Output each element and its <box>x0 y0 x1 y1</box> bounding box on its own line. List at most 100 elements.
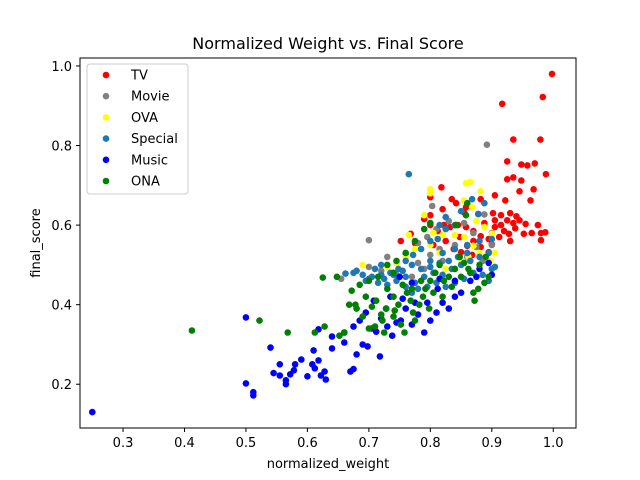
data-point <box>506 237 514 245</box>
data-point <box>503 176 511 183</box>
data-point <box>359 261 367 269</box>
data-point <box>470 289 477 297</box>
data-point <box>319 274 327 281</box>
data-point <box>456 253 464 261</box>
x-tick-label: 0.9 <box>481 436 502 451</box>
data-point <box>427 317 434 324</box>
data-point <box>242 314 250 321</box>
data-point <box>442 283 450 291</box>
data-point <box>530 186 537 193</box>
data-point <box>411 317 419 324</box>
data-point <box>442 213 450 221</box>
legend-marker <box>102 114 110 121</box>
data-point <box>436 221 443 229</box>
data-point <box>353 305 360 312</box>
data-point <box>376 353 384 360</box>
data-point <box>445 273 453 281</box>
data-point <box>368 303 376 311</box>
y-tick-label: 0.2 <box>51 378 72 393</box>
data-point <box>405 231 413 239</box>
data-point <box>396 273 403 281</box>
data-point <box>451 231 459 239</box>
plot-frame <box>79 57 577 429</box>
data-point <box>384 323 391 330</box>
data-point <box>468 195 476 203</box>
data-point <box>498 100 506 108</box>
data-point <box>391 307 399 314</box>
data-point <box>445 257 453 265</box>
data-point <box>451 277 459 285</box>
data-point <box>497 221 505 229</box>
data-point <box>321 368 328 375</box>
data-point <box>475 210 482 218</box>
data-point <box>402 305 410 312</box>
data-point <box>488 230 496 238</box>
data-point <box>485 259 493 267</box>
data-point <box>445 305 453 312</box>
data-point <box>414 259 422 267</box>
data-point <box>460 259 468 267</box>
data-point <box>451 293 459 301</box>
data-point <box>434 285 442 293</box>
data-point <box>397 237 405 245</box>
data-point <box>470 237 477 245</box>
data-point <box>470 229 477 237</box>
data-point <box>384 261 391 269</box>
legend-frame <box>86 63 189 195</box>
legend-label: ONA <box>131 175 160 190</box>
data-point <box>399 295 407 303</box>
data-point <box>371 265 379 273</box>
data-point <box>242 380 250 387</box>
y-tick-label: 0.6 <box>51 219 72 234</box>
data-point <box>452 221 460 229</box>
data-point <box>310 347 317 354</box>
data-point <box>399 281 407 289</box>
data-point <box>548 70 556 78</box>
data-point <box>439 299 446 307</box>
data-point <box>341 329 348 336</box>
data-point <box>350 365 357 373</box>
data-point <box>531 160 539 167</box>
data-point <box>298 356 305 363</box>
data-point <box>463 241 471 249</box>
y-tick-label: 0.4 <box>51 299 72 314</box>
data-point <box>304 373 311 380</box>
data-point <box>188 327 196 334</box>
data-point <box>497 211 505 219</box>
y-tick-label: 1.0 <box>51 60 72 75</box>
data-point <box>524 162 531 169</box>
data-point <box>267 344 274 351</box>
data-point <box>365 236 373 244</box>
data-point <box>402 257 410 265</box>
legend-marker <box>102 135 110 142</box>
data-point <box>451 265 459 273</box>
data-point <box>282 380 290 388</box>
x-tick-label: 0.8 <box>420 436 441 451</box>
legend: TV Movie OVA Special Music ONA <box>86 63 189 195</box>
data-point <box>442 265 450 273</box>
data-point <box>481 199 488 207</box>
data-point <box>534 221 542 229</box>
data-point <box>411 245 419 253</box>
data-point <box>491 217 499 224</box>
data-point <box>417 277 425 285</box>
data-point <box>428 202 436 210</box>
data-point <box>518 177 525 184</box>
legend-marker <box>102 92 110 100</box>
data-point <box>427 237 434 245</box>
data-point <box>528 229 535 237</box>
data-point <box>348 287 356 295</box>
data-point <box>425 305 433 312</box>
data-point <box>270 369 277 377</box>
data-point <box>427 211 434 219</box>
x-tick-label: 0.3 <box>113 436 134 451</box>
data-point <box>503 217 511 224</box>
data-point <box>491 223 499 231</box>
legend-marker <box>102 177 110 185</box>
data-point <box>311 329 319 336</box>
data-point <box>488 241 496 249</box>
data-point <box>427 251 434 259</box>
data-point <box>522 220 529 228</box>
data-point <box>374 273 382 281</box>
data-point <box>473 217 480 225</box>
